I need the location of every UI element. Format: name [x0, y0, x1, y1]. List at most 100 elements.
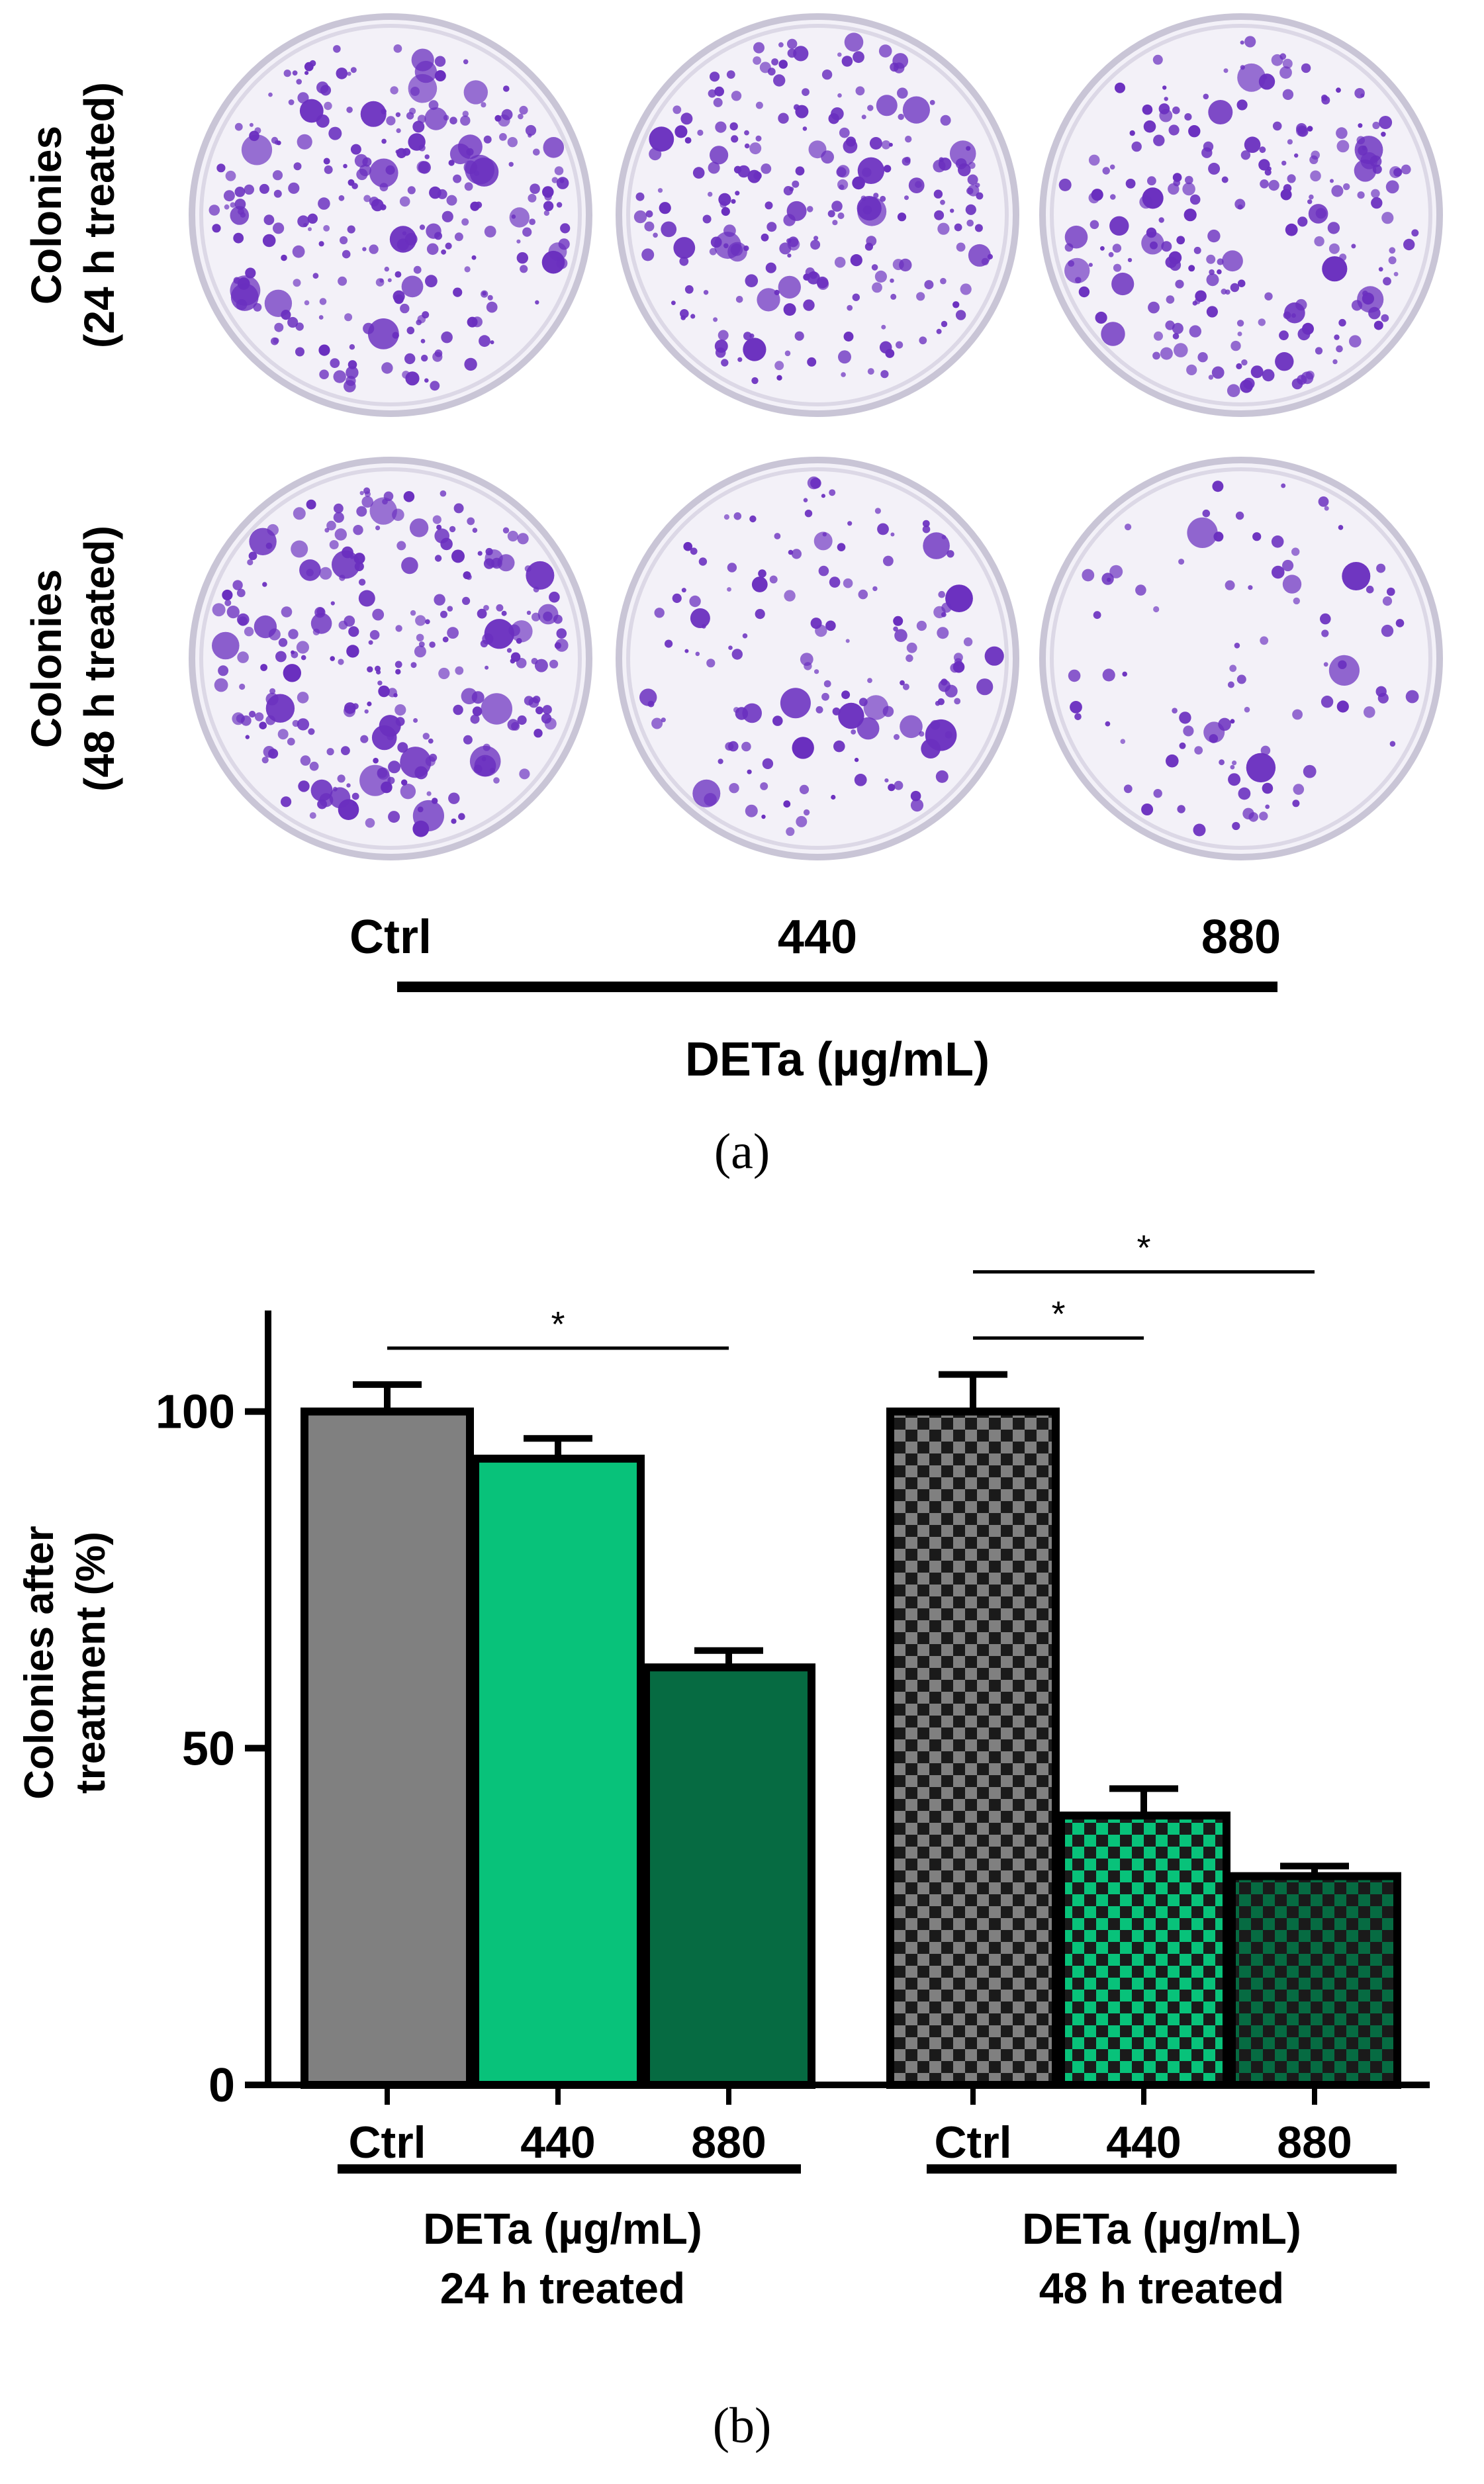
colony-dot [490, 340, 494, 345]
colony-dot [974, 224, 983, 232]
colony-dot [463, 59, 469, 65]
bar-48h-880 [1228, 1872, 1401, 2089]
colony-dot [778, 60, 788, 69]
colony-dot [421, 354, 428, 362]
colony-dot [1208, 375, 1214, 380]
colony-dot [216, 163, 226, 173]
colony-dot [1321, 629, 1329, 637]
colony-dot [880, 370, 889, 379]
bars-layer [301, 1407, 1401, 2089]
colony-dot [318, 197, 330, 210]
colony-dot [837, 93, 842, 98]
colony-dot [434, 594, 445, 606]
colony-dot [1244, 136, 1261, 153]
colony-dot [1236, 320, 1244, 327]
colony-dot [300, 755, 311, 766]
colony-dot [963, 637, 973, 647]
colony-dot [755, 101, 763, 109]
colony-dot [1264, 169, 1272, 176]
colony-dot [897, 212, 907, 222]
colony-dot [549, 591, 560, 603]
colony-dot [718, 759, 723, 764]
colony-dot [254, 712, 264, 721]
colony-dot [379, 715, 401, 737]
colony-dot [1217, 258, 1224, 265]
colony-dot [556, 177, 569, 189]
colony-dot [1221, 289, 1227, 295]
colony-dot [225, 170, 236, 181]
colony-dot [710, 146, 729, 165]
colony-dot [530, 183, 540, 195]
colony-dot [803, 498, 808, 502]
colony-dot [727, 587, 731, 592]
colony-dot [346, 645, 359, 658]
colony-dot [937, 222, 950, 235]
colony-dot [507, 719, 519, 731]
colony-dot [673, 237, 696, 259]
colony-dot [792, 180, 800, 188]
colony-dot [802, 88, 810, 97]
colony-dot [757, 288, 780, 312]
colony-dot [894, 780, 904, 790]
colony-dot [224, 599, 232, 606]
colony-dot [1342, 562, 1371, 590]
colony-dot [393, 693, 398, 698]
colony-dot [1305, 371, 1315, 380]
colony-dot [308, 227, 312, 232]
colony-dot [850, 254, 862, 267]
colony-dot [695, 651, 700, 657]
colony-dot [1393, 167, 1403, 177]
colony-dot [672, 593, 682, 604]
colony-dot [1241, 359, 1248, 366]
colony-dot [937, 698, 945, 706]
colony-dot [394, 704, 406, 716]
colony-dot [419, 224, 426, 230]
x-tick-label: 880 [1277, 2117, 1352, 2168]
colony-dot [1323, 662, 1328, 667]
colony-dot [1324, 506, 1329, 511]
colony-dot [358, 590, 375, 607]
colony-dot [697, 129, 704, 136]
colony-dot [1248, 812, 1258, 822]
colony-dot [1357, 191, 1365, 199]
colony-dot [1109, 216, 1129, 236]
panel-a-label: (a) [714, 1124, 770, 1179]
colony-images-panel: Colonies (24 h treated) Colonies (48 h t… [23, 13, 1443, 1179]
colony-dot [841, 690, 851, 700]
colony-dot [1203, 93, 1209, 100]
colony-dot [293, 162, 302, 171]
colony-dot [1179, 742, 1186, 749]
colony-dot [396, 128, 401, 133]
colony-dot [394, 661, 402, 668]
colony-dot [551, 177, 558, 183]
colony-dot [838, 702, 864, 729]
colony-dot [356, 168, 368, 181]
colony-dot [381, 362, 393, 374]
colony-dot [1349, 335, 1362, 347]
colony-dot [965, 204, 976, 215]
colony-dot [778, 275, 802, 299]
colony-dot [1074, 713, 1082, 721]
colony-dot [432, 351, 443, 362]
colony-dot [429, 641, 436, 648]
colony-dot [281, 254, 287, 261]
colony-dot [930, 719, 941, 730]
colony-dot [854, 774, 867, 786]
colony-dot [1236, 674, 1246, 684]
colony-dot [1383, 277, 1391, 286]
colony-dot [276, 140, 281, 146]
colony-dot [543, 210, 550, 216]
colony-dot [346, 107, 353, 113]
colony-dot [1322, 256, 1348, 282]
colony-dot [888, 784, 896, 792]
colony-dot [1169, 259, 1182, 271]
colony-dot [1381, 212, 1394, 224]
colony-dot [416, 319, 422, 326]
colony-dot [709, 248, 717, 255]
colony-dot [479, 335, 490, 347]
colony-dot [869, 137, 882, 150]
colony-dot [821, 69, 833, 80]
colony-dot [831, 107, 844, 120]
colony-dot [803, 809, 810, 816]
colony-dot [900, 680, 905, 686]
